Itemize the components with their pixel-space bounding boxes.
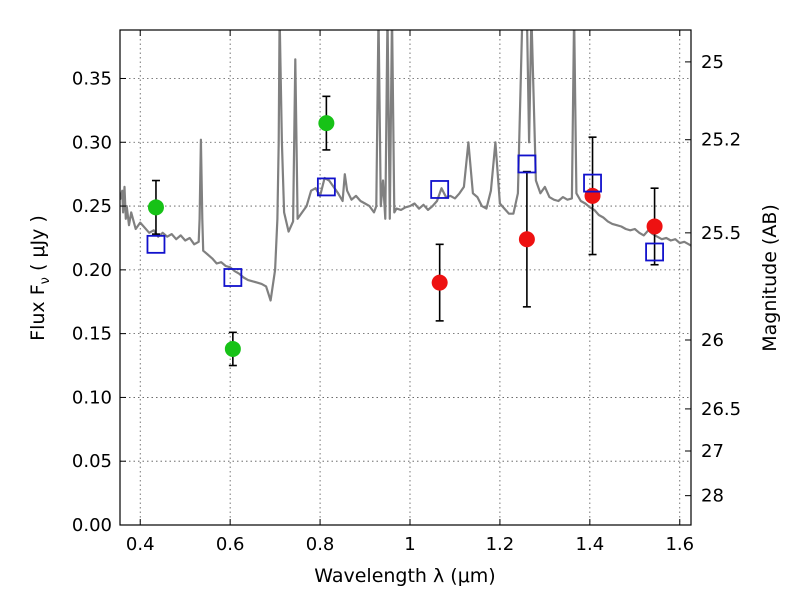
y-tick-label: 0.00 — [72, 515, 112, 536]
y2-tick-label: 26 — [701, 330, 724, 351]
y2-tick-label: 25.5 — [701, 223, 741, 244]
markers — [146, 115, 664, 357]
y-tick-label: 0.05 — [72, 451, 112, 472]
x-tick-label: 0.4 — [126, 534, 155, 555]
y-axis-label: Flux Fν ( μJy ) — [27, 215, 53, 341]
y-tick-label: 0.15 — [72, 324, 112, 345]
y2-axis-label: Magnitude (AB) — [759, 204, 781, 352]
x-tick-label: 0.8 — [306, 534, 335, 555]
grid — [120, 30, 691, 525]
x-tick-label: 1.2 — [486, 534, 515, 555]
plot-area — [120, 30, 691, 525]
x-tick-label: 1.4 — [576, 534, 605, 555]
data-point-square — [223, 268, 243, 287]
y2-tick-label: 27 — [701, 441, 724, 462]
data-point-circle — [646, 218, 663, 235]
x-tick-label: 1.6 — [665, 534, 694, 555]
y2-tick-label: 26.5 — [701, 399, 741, 420]
data-point-circle — [518, 231, 535, 248]
data-point-circle — [224, 340, 241, 357]
data-point-circle — [147, 199, 164, 216]
y-axis-label-subscript: ν — [38, 277, 53, 284]
x-axis-label: Wavelength λ (μm) — [314, 565, 495, 587]
data-point-circle — [318, 115, 335, 132]
spectrum-line — [120, 30, 691, 302]
y2-tick-label: 25.2 — [701, 130, 741, 151]
data-point-square — [146, 234, 166, 254]
data-point-circle — [431, 274, 448, 291]
y-tick-label: 0.35 — [72, 68, 112, 89]
y-tick-label: 0.10 — [72, 387, 112, 408]
y-axis-label-unit: ( μJy ) — [27, 215, 49, 277]
spectrum-layer — [120, 30, 691, 302]
data-point-circle — [584, 187, 601, 204]
data-point-square — [430, 180, 450, 199]
y2-tick-label: 25 — [701, 52, 724, 73]
plot-frame — [119, 29, 692, 526]
y-tick-label: 0.20 — [72, 260, 112, 281]
x-tick-label: 0.6 — [216, 534, 245, 555]
y-tick-label: 0.25 — [72, 196, 112, 217]
data-point-square — [645, 242, 664, 262]
data-point-square — [583, 173, 602, 193]
axis-ticks: 0.4 0.6 0.8 1 1.2 1.4 1.6 0.00 0.05 0.10 0.15 0.20 0… — [72, 30, 741, 555]
y-axis-label-main: Flux F — [27, 284, 49, 340]
data-point-square — [316, 177, 336, 197]
y-tick-label: 0.30 — [72, 132, 112, 153]
data-point-square — [517, 154, 537, 174]
x-tick-label: 1 — [404, 534, 415, 555]
y2-tick-label: 28 — [701, 486, 724, 507]
